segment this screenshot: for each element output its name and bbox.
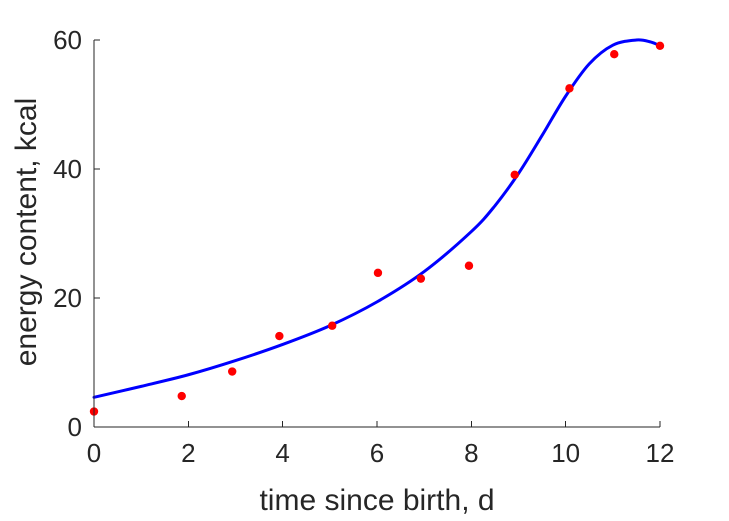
- data-point: [227, 367, 237, 376]
- y-tick-label: 20: [53, 283, 82, 313]
- y-tick-label: 60: [53, 25, 82, 55]
- data-point: [610, 49, 619, 59]
- plot-area: [89, 38, 665, 416]
- data-point: [177, 391, 186, 401]
- axes: 0 2 4 6 8 10 12 0 20 40 60: [53, 25, 674, 468]
- y-axis-label: energy content, kcal: [10, 98, 43, 367]
- data-point: [464, 261, 474, 270]
- y-tick-label: 40: [53, 154, 82, 184]
- data-point: [373, 268, 383, 278]
- data-point: [510, 170, 519, 180]
- x-tick-label: 12: [646, 438, 675, 468]
- x-tick-label: 4: [275, 438, 289, 468]
- x-tick-label: 8: [464, 438, 478, 468]
- x-axis-label: time since birth, d: [259, 484, 494, 517]
- data-point: [655, 41, 665, 51]
- data-point: [275, 331, 284, 341]
- x-tick-label: 2: [181, 438, 195, 468]
- data-point: [565, 84, 574, 93]
- data-point: [416, 274, 426, 283]
- data-point: [327, 321, 337, 330]
- fit-curve: [92, 38, 662, 399]
- x-tick-label: 10: [551, 438, 580, 468]
- y-tick-label: 0: [68, 412, 82, 442]
- x-tick-label: 6: [370, 438, 384, 468]
- x-tick-label: 0: [87, 438, 101, 468]
